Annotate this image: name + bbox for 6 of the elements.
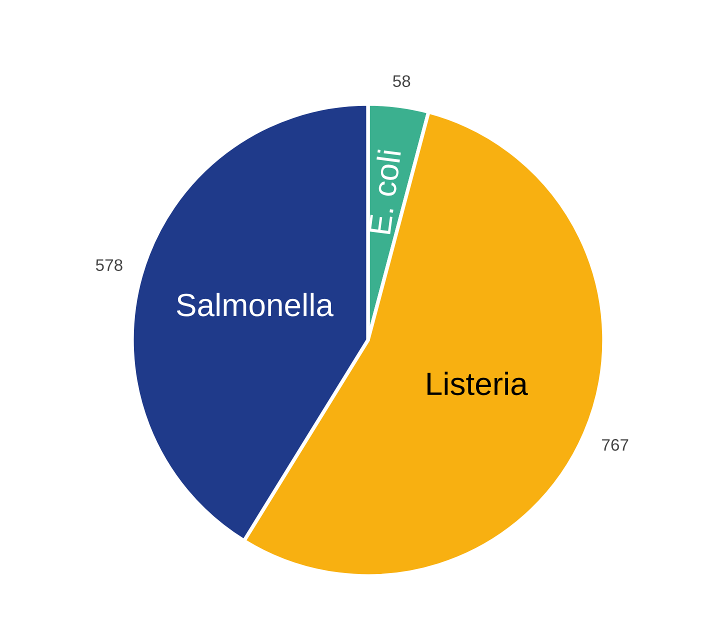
- slice-label: E. coli: [367, 150, 402, 234]
- data-label: 58: [393, 75, 410, 88]
- data-label: 578: [96, 259, 122, 272]
- slice-label: Listeria: [428, 372, 528, 396]
- slice-label: Salmonella: [176, 292, 334, 316]
- data-label: 767: [602, 439, 628, 451]
